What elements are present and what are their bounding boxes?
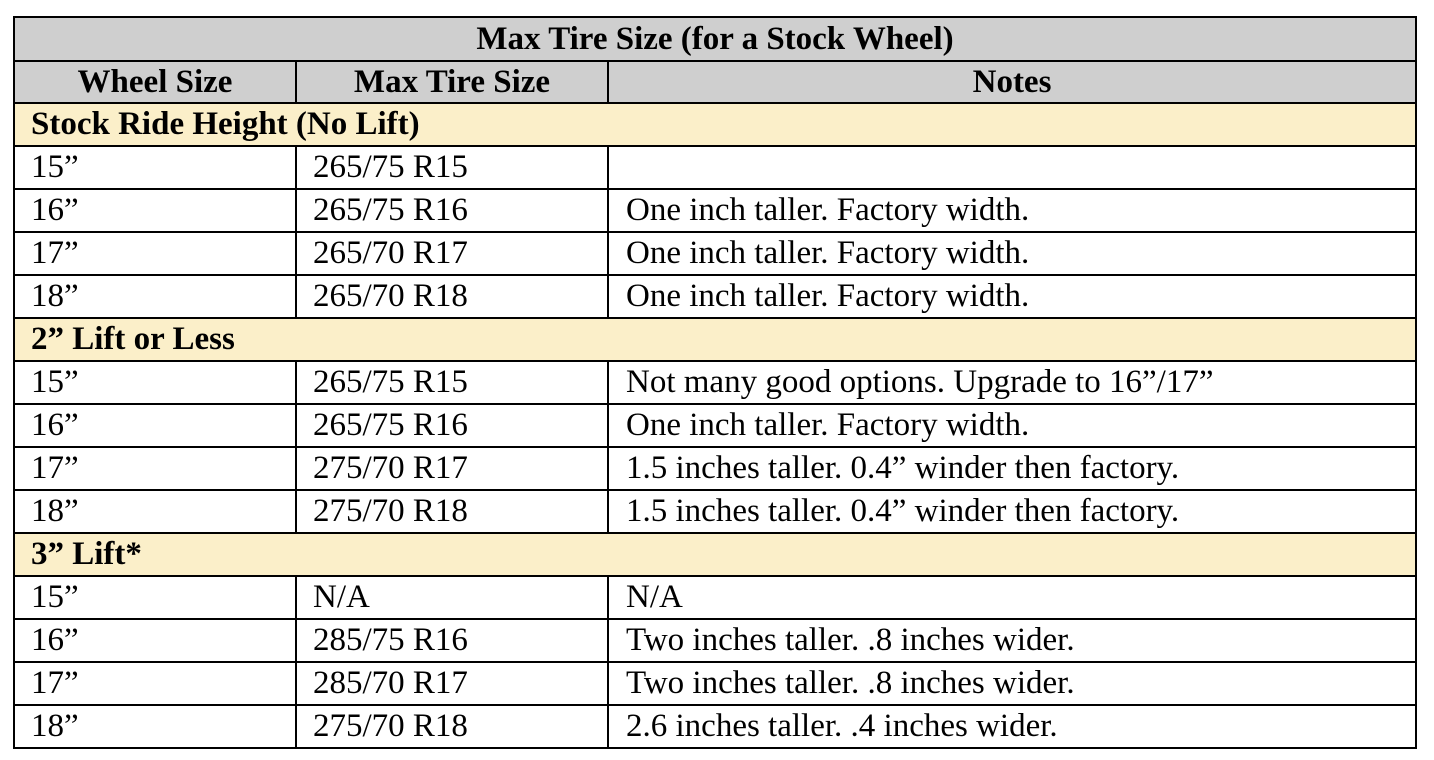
wheel-size-cell: 15” — [13, 360, 297, 405]
table-row: 18” 275/70 R18 2.6 inches taller. .4 inc… — [13, 704, 1418, 749]
max-tire-size-cell: 275/70 R18 — [295, 704, 609, 749]
table-title: Max Tire Size (for a Stock Wheel) — [12, 16, 1418, 62]
max-tire-size-cell: 265/75 R15 — [295, 145, 609, 190]
max-tire-size-cell: 265/75 R15 — [295, 360, 609, 405]
max-tire-size-cell: 265/75 R16 — [295, 403, 609, 448]
table-row: 17” 285/70 R17 Two inches taller. .8 inc… — [13, 661, 1418, 706]
notes-cell: Not many good options. Upgrade to 16”/17… — [606, 360, 1418, 405]
section-row-2-inch-lift: 2” Lift or Less — [12, 317, 1418, 362]
tire-size-table: Max Tire Size (for a Stock Wheel) Wheel … — [12, 16, 1418, 749]
max-tire-size-cell: 275/70 R17 — [295, 446, 609, 491]
notes-cell: 1.5 inches taller. 0.4” winder then fact… — [606, 446, 1418, 491]
max-tire-size-cell: 275/70 R18 — [295, 489, 609, 534]
table-row: 18” 275/70 R18 1.5 inches taller. 0.4” w… — [13, 489, 1418, 534]
notes-cell: One inch taller. Factory width. — [606, 231, 1418, 276]
wheel-size-cell: 17” — [13, 446, 297, 491]
table-row: 15” 265/75 R15 Not many good options. Up… — [13, 360, 1418, 405]
section-label: 3” Lift* — [12, 532, 1418, 577]
table-row: 18” 265/70 R18 One inch taller. Factory … — [13, 274, 1418, 319]
max-tire-size-cell: 285/70 R17 — [295, 661, 609, 706]
wheel-size-cell: 17” — [13, 231, 297, 276]
max-tire-size-cell: 265/70 R17 — [295, 231, 609, 276]
max-tire-size-cell: 265/75 R16 — [295, 188, 609, 233]
notes-cell: One inch taller. Factory width. — [606, 188, 1418, 233]
notes-cell: Two inches taller. .8 inches wider. — [606, 618, 1418, 663]
wheel-size-cell: 15” — [13, 145, 297, 190]
table-title-row: Max Tire Size (for a Stock Wheel) — [12, 16, 1418, 62]
table-row: 15” N/A N/A — [13, 575, 1418, 620]
wheel-size-cell: 18” — [13, 704, 297, 749]
section-label: 2” Lift or Less — [12, 317, 1418, 362]
table-row: 16” 285/75 R16 Two inches taller. .8 inc… — [13, 618, 1418, 663]
wheel-size-cell: 16” — [13, 403, 297, 448]
table-row: 15” 265/75 R15 — [13, 145, 1418, 190]
max-tire-size-cell: N/A — [295, 575, 609, 620]
notes-cell: 1.5 inches taller. 0.4” winder then fact… — [606, 489, 1418, 534]
table-row: 16” 265/75 R16 One inch taller. Factory … — [13, 188, 1418, 233]
wheel-size-cell: 16” — [13, 618, 297, 663]
section-label: Stock Ride Height (No Lift) — [12, 102, 1418, 147]
wheel-size-cell: 16” — [13, 188, 297, 233]
wheel-size-cell: 15” — [13, 575, 297, 620]
notes-cell: 2.6 inches taller. .4 inches wider. — [606, 704, 1418, 749]
section-row-3-inch-lift: 3” Lift* — [12, 532, 1418, 577]
notes-cell: One inch taller. Factory width. — [606, 403, 1418, 448]
table-body: Stock Ride Height (No Lift) 15” 265/75 R… — [12, 102, 1418, 749]
max-tire-size-cell: 285/75 R16 — [295, 618, 609, 663]
column-header-max-tire-size: Max Tire Size — [295, 60, 609, 104]
wheel-size-cell: 18” — [13, 274, 297, 319]
notes-cell: Two inches taller. .8 inches wider. — [606, 661, 1418, 706]
table-header-row: Wheel Size Max Tire Size Notes — [13, 60, 1418, 104]
notes-cell: One inch taller. Factory width. — [606, 274, 1418, 319]
column-header-notes: Notes — [606, 60, 1418, 104]
max-tire-size-cell: 265/70 R18 — [295, 274, 609, 319]
notes-cell: N/A — [606, 575, 1418, 620]
table-row: 17” 265/70 R17 One inch taller. Factory … — [13, 231, 1418, 276]
tire-size-table-container: Max Tire Size (for a Stock Wheel) Wheel … — [12, 16, 1418, 749]
notes-cell — [606, 145, 1418, 190]
column-header-wheel-size: Wheel Size — [13, 60, 297, 104]
table-row: 16” 265/75 R16 One inch taller. Factory … — [13, 403, 1418, 448]
wheel-size-cell: 18” — [13, 489, 297, 534]
table-row: 17” 275/70 R17 1.5 inches taller. 0.4” w… — [13, 446, 1418, 491]
section-row-stock-ride-height: Stock Ride Height (No Lift) — [12, 102, 1418, 147]
wheel-size-cell: 17” — [13, 661, 297, 706]
